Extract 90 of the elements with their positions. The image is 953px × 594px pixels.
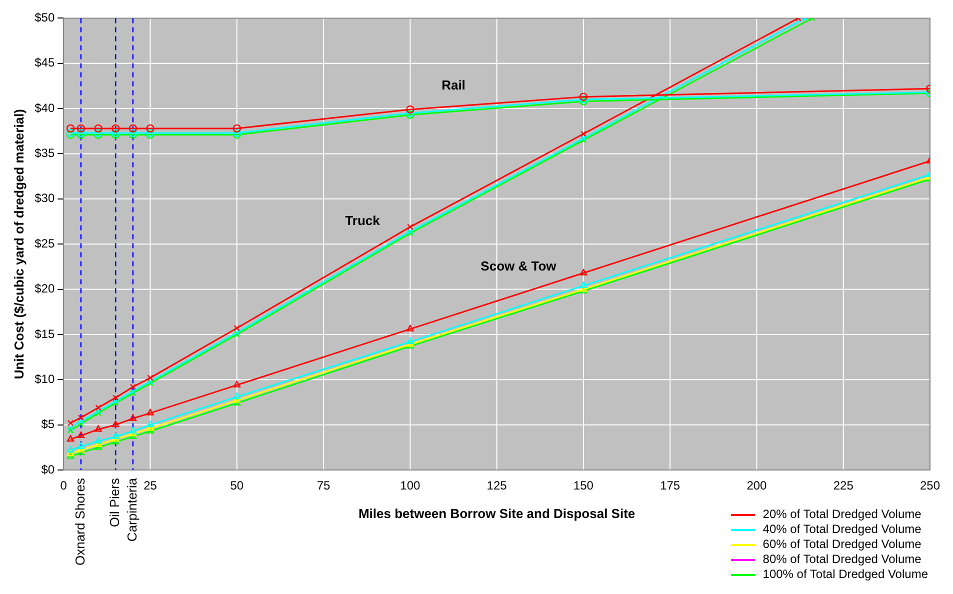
point [234,325,240,332]
point [77,432,85,438]
y-tick-label: $20 [34,282,55,296]
x-tick-label: 100 [400,478,421,493]
y-tick-label: $45 [34,56,55,70]
point [112,124,120,133]
y-tick-label: $30 [34,191,55,206]
point [112,435,120,442]
y-tick-label: $10 [34,372,55,386]
point [233,399,241,406]
x-tick-label: 250 [920,478,940,493]
point [66,124,75,133]
point [112,432,120,439]
y-axis-title: Unit Cost ($/cubic yard of dredged material) [11,109,26,380]
point [94,425,102,432]
legend-label: 60% of Total Dredged Volume [762,537,922,552]
point [78,420,84,427]
point [94,443,102,450]
point [66,452,74,459]
x-tick-label: 75 [316,478,331,493]
x-tick-label: 0 [60,478,68,493]
point [146,424,154,431]
legend-label: 20% of Total Dredged Volume [762,507,922,522]
point [146,408,154,416]
point [130,384,136,390]
point [66,435,74,442]
point [66,446,74,452]
point [129,430,137,436]
point [232,124,241,133]
point [112,420,120,428]
point [128,124,138,133]
ref-line-label: Carpinteria [124,477,140,542]
point [580,282,588,288]
point [66,450,74,456]
x-tick-label: 175 [660,478,680,493]
point [94,436,102,444]
point [67,420,74,426]
point [146,124,154,133]
point [129,414,137,421]
point [580,130,587,137]
point [233,392,241,400]
annotation: Scow & Tow [480,258,558,274]
point [580,268,588,276]
y-tick-label: $50 [34,10,55,25]
legend-label: 80% of Total Dredged Volume [762,552,922,567]
point [78,418,84,424]
point [406,338,414,344]
point [406,105,414,114]
y-tick-label: $0 [41,462,55,476]
point [77,442,85,449]
point [78,414,84,421]
x-tick-label: 150 [573,478,594,493]
point [579,92,588,101]
point [407,224,414,230]
annotation: Rail [442,78,466,93]
point [76,124,86,133]
point [147,374,154,381]
annotation: Truck [345,213,381,228]
y-tick-label: $35 [34,146,55,160]
point [233,396,241,403]
x-tick-label: 25 [144,478,158,493]
point [67,424,74,431]
y-tick-label: $25 [34,236,55,250]
point [94,440,102,448]
y-tick-label: $5 [41,417,55,432]
point [77,446,85,452]
point [67,427,74,434]
ref-line-label: Oil Piers [107,478,122,528]
legend-label: 100% of Total Dredged Volume [762,567,928,582]
point [95,404,102,411]
point [406,342,414,349]
point [129,432,137,439]
point [146,420,154,428]
point [406,324,414,332]
x-tick-label: 50 [230,478,244,493]
x-axis-title: Miles between Borrow Site and Disposal Site [358,506,636,521]
ref-line-label: Oxnard Shores [72,478,88,566]
y-tick-label: $15 [34,326,55,341]
point [77,448,85,456]
point [146,427,154,434]
point [112,438,120,444]
y-tick-label: $40 [34,100,55,115]
point [233,380,241,388]
point [112,394,119,401]
x-tick-label: 200 [746,478,768,493]
point [94,124,102,133]
legend-label: 40% of Total Dredged Volume [762,522,922,537]
point [129,427,137,434]
x-tick-label: 225 [833,478,854,493]
x-tick-label: 125 [486,478,508,493]
